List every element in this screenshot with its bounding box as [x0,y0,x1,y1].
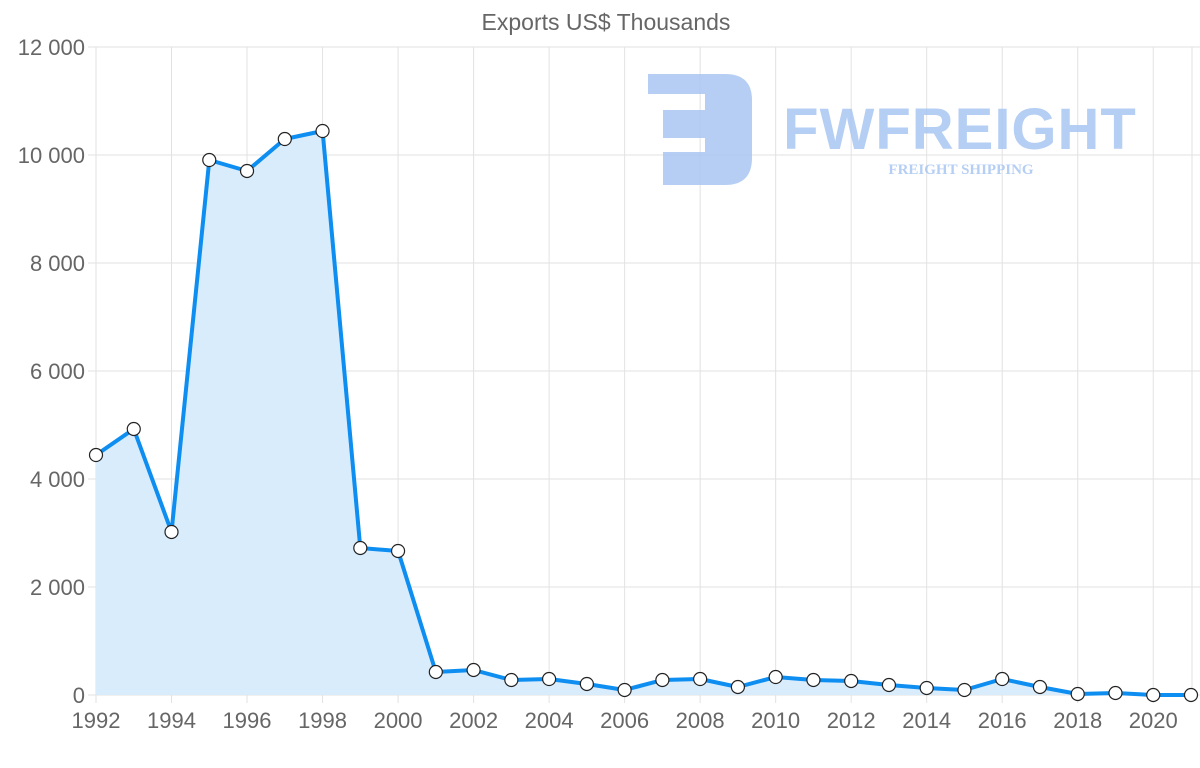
x-tick-label: 1996 [223,708,272,733]
chart-title: Exports US$ Thousands [482,9,731,35]
x-tick-label: 2018 [1053,708,1102,733]
data-point[interactable] [1183,687,1199,703]
data-point[interactable] [466,662,481,678]
x-tick-label: 2010 [751,708,800,733]
data-point[interactable] [844,673,859,689]
data-point[interactable] [957,682,972,698]
y-tick-label: 8 000 [30,251,85,276]
x-tick-label: 2008 [676,708,725,733]
y-axis: 0 2 000 4 000 6 000 8 000 10 000 12 000 [18,35,85,708]
data-point[interactable] [693,671,708,687]
data-point[interactable] [768,669,783,685]
watermark-logo: FWFREIGHT FREIGHT SHIPPING [648,74,1137,185]
x-tick-label: 1998 [298,708,347,733]
data-point[interactable] [1146,687,1161,703]
y-tick-label: 12 000 [18,35,85,60]
data-point[interactable] [730,679,745,695]
data-points [88,123,1199,703]
data-point[interactable] [428,664,443,680]
y-tick-label: 6 000 [30,359,85,384]
y-tick-label: 10 000 [18,143,85,168]
x-tick-label: 2016 [978,708,1027,733]
data-point[interactable] [126,421,141,437]
x-tick-label: 2020 [1129,708,1178,733]
data-point[interactable] [617,682,632,698]
y-tick-label: 4 000 [30,467,85,492]
x-tick-label: 2004 [525,708,574,733]
x-tick-label: 2014 [902,708,951,733]
data-point[interactable] [1108,685,1123,701]
area-fill [96,131,1191,695]
data-point[interactable] [579,676,594,692]
data-point[interactable] [919,680,934,696]
data-point[interactable] [504,672,519,688]
data-point[interactable] [995,671,1010,687]
data-point[interactable] [88,447,104,463]
data-point[interactable] [1032,679,1048,695]
data-point[interactable] [542,671,557,687]
watermark-tagline: FREIGHT SHIPPING [888,162,1033,178]
data-point[interactable] [353,540,368,556]
x-axis: 1992 1994 1996 1998 2000 2002 2004 2006 2008 2010… [72,708,1178,733]
data-point[interactable] [655,672,670,688]
data-point[interactable] [164,524,179,540]
data-point[interactable] [202,152,217,168]
x-tick-label: 2002 [449,708,498,733]
x-tick-label: 2006 [600,708,649,733]
data-point[interactable] [1070,686,1085,702]
logo-mark-icon [648,74,752,185]
data-point[interactable] [315,123,330,139]
x-tick-label: 2012 [827,708,876,733]
data-point[interactable] [806,672,821,688]
y-tick-label: 0 [73,683,85,708]
data-point[interactable] [390,543,406,559]
data-point[interactable] [881,677,897,693]
watermark-brand: FWFREIGHT [783,97,1137,162]
data-point[interactable] [277,131,292,147]
x-tick-label: 1992 [72,708,121,733]
y-tick-label: 2 000 [30,575,85,600]
x-tick-label: 1994 [147,708,196,733]
x-tick-label: 2000 [374,708,423,733]
data-point[interactable] [239,163,255,179]
